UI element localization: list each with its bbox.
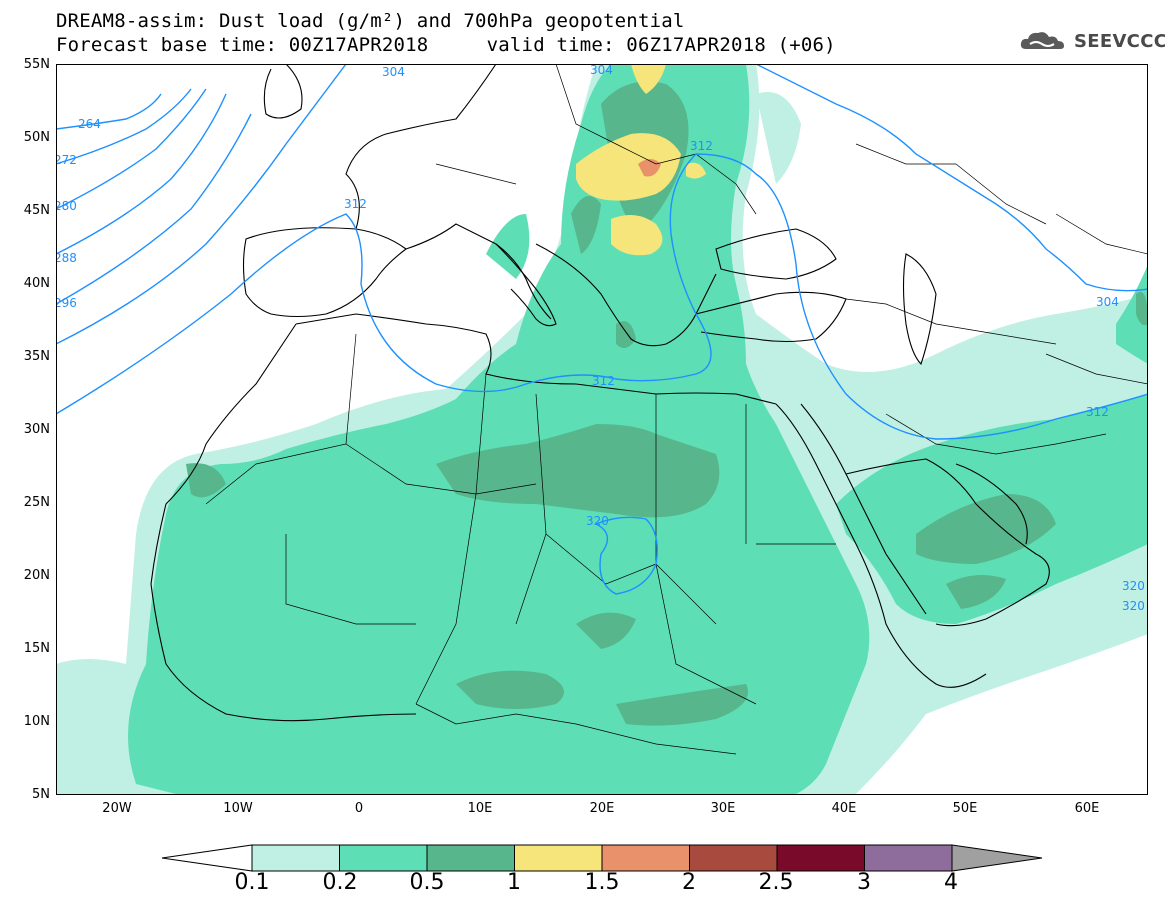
contour-label: 312 — [1086, 405, 1109, 419]
contour-label: 264 — [78, 117, 101, 131]
lon-label: 10W — [223, 801, 253, 816]
colorbar-label: 3 — [857, 870, 871, 895]
colorbar-label: 0.5 — [409, 870, 445, 895]
lon-label: 0 — [354, 801, 364, 816]
lon-label: 50E — [952, 801, 978, 816]
colorbar-cell — [864, 844, 953, 872]
cloud-icon — [1020, 32, 1064, 49]
colorbar-under-arrow — [161, 844, 253, 872]
colorbar-label: 4 — [944, 870, 958, 895]
colorbar-label: 1.5 — [584, 870, 620, 895]
lon-label: 40E — [831, 801, 857, 816]
map-title: DREAM8-assim: Dust load (g/m²) and 700hP… — [56, 10, 685, 32]
colorbar-cell — [514, 844, 603, 872]
lon-label: 30E — [710, 801, 736, 816]
country-borders — [205, 64, 1148, 755]
colorbar-cell — [689, 844, 778, 872]
contour-label: 272 — [56, 153, 77, 167]
lat-label: 5N — [32, 787, 50, 802]
colorbar — [161, 844, 1043, 872]
geopotential-contour-labels: 264 272 280 288 296 304 312 304 312 312 … — [56, 64, 1145, 613]
colorbar-label: 2 — [682, 870, 696, 895]
contour-label: 288 — [56, 251, 77, 265]
lat-label: 15N — [23, 641, 50, 656]
lon-label: 20E — [589, 801, 615, 816]
lat-label: 50N — [23, 130, 50, 145]
colorbar-cell — [601, 844, 690, 872]
contour-label: 304 — [590, 64, 613, 77]
lat-label: 55N — [23, 57, 50, 72]
contour-label: 320 — [586, 514, 609, 528]
geopotential-contours — [56, 64, 1148, 595]
forecast-time-line: Forecast base time: 00Z17APR2018 valid t… — [56, 34, 836, 56]
colorbar-label: 2.5 — [758, 870, 794, 895]
contour-label: 304 — [382, 65, 405, 79]
colorbar-cell — [776, 844, 865, 872]
colorbar-cells — [251, 844, 953, 872]
colorbar-over-arrow — [951, 844, 1043, 872]
lon-label: 20W — [102, 801, 132, 816]
colorbar-cell — [339, 844, 428, 872]
contour-label: 296 — [56, 296, 77, 310]
contour-label: 312 — [344, 197, 367, 211]
lat-label: 25N — [23, 495, 50, 510]
contour-label: 320 — [1122, 599, 1145, 613]
colorbar-label: 0.1 — [234, 870, 270, 895]
dust-field-yellow — [576, 64, 706, 256]
colorbar-label: 1 — [507, 870, 521, 895]
contour-label: 312 — [592, 374, 615, 388]
logo-text: SEEVCCC — [1074, 30, 1165, 52]
lat-label: 30N — [23, 422, 50, 437]
dust-load-map: 264 272 280 288 296 304 312 304 312 312 … — [56, 64, 1148, 795]
lat-label: 10N — [23, 714, 50, 729]
lat-label: 40N — [23, 276, 50, 291]
lon-label: 10E — [467, 801, 493, 816]
map-canvas: 264 272 280 288 296 304 312 304 312 312 … — [56, 64, 1148, 794]
lon-label: 60E — [1074, 801, 1100, 816]
lat-label: 35N — [23, 349, 50, 364]
coastlines — [150, 64, 1050, 722]
contour-label: 312 — [690, 139, 713, 153]
contour-label: 280 — [56, 199, 77, 213]
seevccc-logo: SEEVCCC — [1018, 28, 1165, 54]
colorbar-cell — [251, 844, 340, 872]
contour-label: 304 — [1096, 295, 1119, 309]
colorbar-label: 0.2 — [322, 870, 358, 895]
lat-label: 45N — [23, 203, 50, 218]
contour-label: 320 — [1122, 579, 1145, 593]
colorbar-cell — [426, 844, 515, 872]
lat-label: 20N — [23, 568, 50, 583]
